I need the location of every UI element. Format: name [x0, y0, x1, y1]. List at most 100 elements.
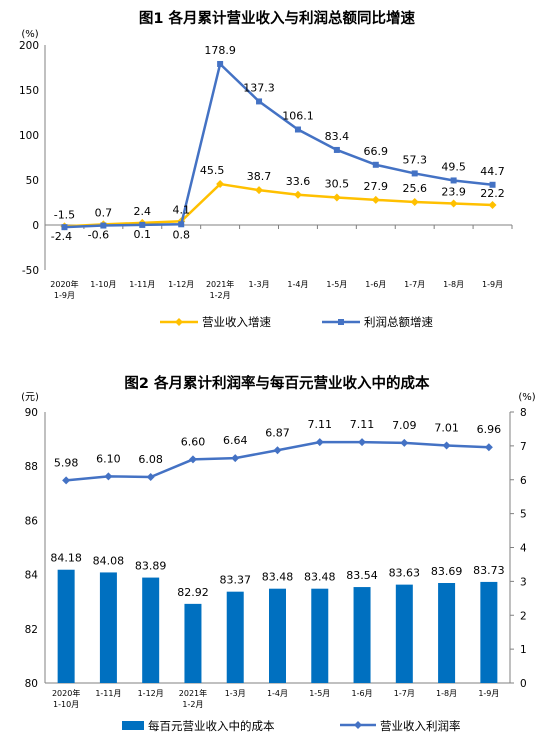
x-tick-label: 1-8月 — [443, 280, 464, 289]
revenue-growth-label: 33.6 — [286, 175, 311, 188]
profit-margin-point — [104, 472, 113, 481]
revenue-growth-label: 0.7 — [95, 206, 113, 219]
profit-growth-label: 49.5 — [441, 160, 466, 173]
cost-bar — [438, 583, 456, 683]
y-tick-label: 200 — [19, 40, 39, 52]
left-y-tick-label: 88 — [25, 461, 38, 473]
x-tick-label: 1-10月 — [53, 700, 79, 709]
profit-margin-label: 5.98 — [54, 456, 79, 469]
revenue-growth-label: 27.9 — [364, 180, 389, 193]
cost-bar — [226, 591, 244, 683]
profit-growth-label: 137.3 — [243, 81, 275, 94]
x-tick-label: 1-8月 — [436, 689, 457, 698]
legend-swatch-bar — [122, 721, 144, 730]
y-tick-label: 150 — [19, 85, 39, 97]
x-tick-label: 2020年 — [50, 279, 78, 289]
right-y-tick-label: 1 — [520, 644, 527, 656]
profit-growth-point — [411, 170, 418, 177]
legend-label: 营业收入利润率 — [380, 719, 461, 733]
profit-margin-label: 7.11 — [308, 418, 333, 431]
y-tick-label: 0 — [32, 220, 39, 232]
chart-1-title: 图1 各月累计营业收入与利润总额同比增速 — [139, 9, 416, 27]
revenue-growth-label: 2.4 — [134, 205, 152, 218]
right-y-tick-label: 7 — [520, 441, 527, 453]
y-tick-label: 100 — [19, 130, 39, 142]
x-tick-label: 1-11月 — [95, 689, 121, 698]
profit-margin-label: 6.87 — [265, 426, 290, 439]
revenue-growth-label: 45.5 — [200, 164, 225, 177]
revenue-growth-label: 38.7 — [247, 170, 272, 183]
x-tick-label: 1-5月 — [309, 689, 330, 698]
legend-label: 利润总额增速 — [364, 315, 433, 329]
profit-margin-label: 6.60 — [181, 435, 206, 448]
cost-bar-label: 83.48 — [304, 571, 336, 584]
revenue-growth-point — [371, 195, 380, 204]
revenue-growth-label: -1.5 — [54, 208, 75, 221]
right-y-tick-label: 2 — [520, 610, 527, 622]
cost-bar — [311, 588, 329, 683]
right-y-tick-label: 0 — [520, 678, 527, 690]
profit-margin-label: 6.96 — [477, 423, 502, 436]
chart-2-cost-and-margin: 图2 各月累计利润率与每百元营业收入中的成本 (元) (%) 808284868… — [21, 374, 536, 733]
profit-growth-point — [294, 126, 301, 133]
profit-growth-label: 57.3 — [402, 153, 427, 166]
profit-margin-point — [62, 476, 71, 485]
right-y-tick-label: 8 — [520, 407, 527, 419]
right-y-tick-label: 3 — [520, 576, 527, 588]
chart-1-series: -1.5 0.7 2.4 4.1 45.5 38.7 33.6 30.5 27.9 25.6 23.… — [51, 44, 505, 243]
cost-bar-label: 84.08 — [93, 554, 125, 567]
cost-bar-label: 83.54 — [346, 569, 378, 582]
profit-growth-point — [61, 224, 68, 231]
revenue-growth-line — [64, 182, 493, 228]
cost-bar — [480, 581, 498, 683]
profit-margin-label: 7.11 — [350, 418, 375, 431]
x-tick-label: 1-9月 — [478, 689, 499, 698]
legend-label: 每百元营业收入中的成本 — [148, 719, 275, 733]
legend-swatch-marker — [354, 721, 362, 729]
x-tick-label: 2021年 — [179, 688, 207, 698]
cost-bar-label: 83.73 — [473, 564, 505, 577]
profit-growth-point — [256, 98, 263, 105]
profit-growth-point — [372, 161, 379, 168]
x-tick-label: 1-3月 — [225, 689, 246, 698]
profit-growth-label: 0.1 — [134, 228, 152, 241]
profit-growth-line — [64, 61, 493, 229]
profit-margin-label: 6.64 — [223, 434, 248, 447]
cost-bar — [395, 584, 413, 683]
profit-margin-point — [146, 473, 155, 482]
x-tick-label: 1-3月 — [249, 280, 270, 289]
profit-growth-point — [333, 146, 340, 153]
x-tick-label: 1-9月 — [54, 291, 75, 300]
profit-margin-label: 6.10 — [96, 452, 121, 465]
profit-margin-point — [400, 438, 409, 447]
cost-bar — [142, 577, 160, 683]
chart-1-growth-rates: 图1 各月累计营业收入与利润总额同比增速 (%) -50 0 50 100 150 200… — [19, 9, 513, 329]
x-tick-label: 1-2月 — [182, 700, 203, 709]
profit-growth-label: -2.4 — [51, 230, 72, 243]
chart-2-right-axis-label: (%) — [518, 392, 535, 403]
revenue-growth-point — [293, 190, 302, 199]
legend-label: 营业收入增速 — [202, 315, 271, 329]
x-tick-label: 1-9月 — [482, 280, 503, 289]
x-tick-label: 1-6月 — [352, 689, 373, 698]
profit-margin-point — [231, 454, 240, 463]
profit-growth-point — [217, 60, 224, 67]
chart-2-legend: 每百元营业收入中的成本 营业收入利润率 — [122, 719, 461, 733]
profit-growth-label: 83.4 — [325, 130, 350, 143]
profit-margin-label: 7.01 — [434, 422, 459, 435]
cost-bar — [57, 569, 75, 683]
profit-growth-label: -0.6 — [88, 229, 109, 242]
revenue-growth-label: 23.9 — [441, 185, 466, 198]
profit-growth-point — [100, 222, 107, 229]
revenue-growth-point — [216, 180, 225, 189]
profit-margin-point — [358, 438, 367, 447]
left-y-tick-label: 80 — [25, 678, 38, 690]
profit-margin-point — [315, 438, 324, 447]
legend-swatch-marker — [175, 318, 183, 326]
profit-growth-label: 66.9 — [364, 145, 389, 158]
right-y-tick-label: 4 — [520, 543, 527, 555]
profit-margin-label: 6.08 — [138, 453, 163, 466]
profit-margin-point — [442, 441, 451, 450]
chart-2-line: 5.98 6.10 6.08 6.60 6.64 6.87 7.11 7.11 7.09 7.01… — [54, 418, 502, 485]
cost-bar — [184, 603, 202, 683]
